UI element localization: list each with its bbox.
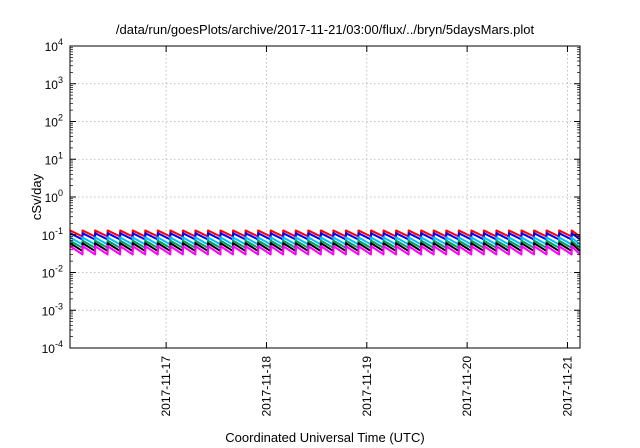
x-tick-label: 2017-11-20 <box>460 356 474 417</box>
y-tick-label: 10-2 <box>42 264 63 281</box>
x-tick-labels: 2017-11-17 2017-11-18 2017-11-19 2017-11-20… <box>159 356 574 417</box>
x-tick-label: 2017-11-21 <box>560 356 574 417</box>
series-group <box>69 229 581 256</box>
y-tick-label: 104 <box>45 37 63 54</box>
x-tick-label: 2017-11-18 <box>259 356 273 417</box>
y-tick-label: 100 <box>45 188 63 205</box>
y-tick-label: 101 <box>45 150 63 167</box>
x-axis-label: Coordinated Universal Time (UTC) <box>225 430 424 445</box>
y-axis-label: cSv/day <box>29 173 44 220</box>
y-tick-label: 10-4 <box>42 339 63 356</box>
series-line-6 <box>69 245 581 256</box>
x-tick-label: 2017-11-17 <box>159 356 173 417</box>
y-tick-label: 10-1 <box>42 226 63 243</box>
y-tick-label: 102 <box>45 113 63 130</box>
y-tick-label: 10-3 <box>42 301 63 318</box>
ticks <box>70 45 580 349</box>
x-tick-label: 2017-11-19 <box>360 356 374 417</box>
chart-title: /data/run/goesPlots/archive/2017-11-21/0… <box>116 22 535 37</box>
series-line-2 <box>69 232 581 241</box>
grid <box>70 46 580 348</box>
y-tick-label: 103 <box>45 75 63 92</box>
y-tick-labels: 10-4 10-3 10-2 10-1 100 101 102 103 104 <box>42 37 63 356</box>
